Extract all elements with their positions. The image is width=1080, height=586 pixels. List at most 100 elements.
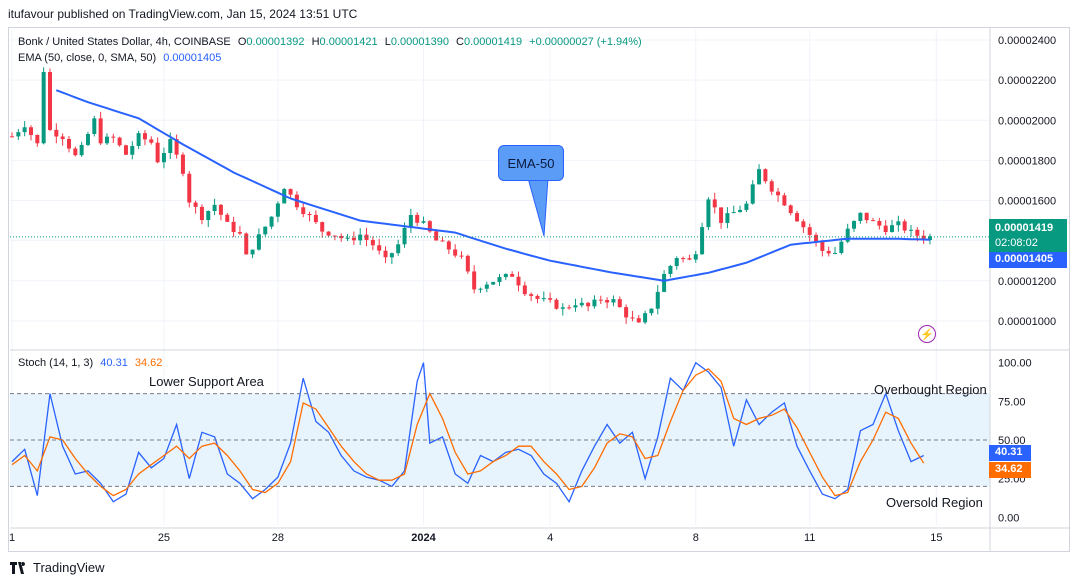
candle-body	[415, 214, 420, 223]
candle-body	[130, 145, 135, 155]
candle-body	[763, 169, 768, 182]
legend-o-label: O	[237, 36, 247, 48]
candle-body	[852, 221, 857, 229]
candle-body	[630, 317, 635, 319]
candle-body	[326, 231, 331, 236]
candle-body	[111, 136, 116, 138]
stoch-tick-label: 100.00	[998, 358, 1032, 370]
publish-info: itufavour published on TradingView.com, …	[8, 7, 358, 21]
price-tick-label: 0.00002200	[998, 75, 1056, 87]
candle-body	[453, 249, 458, 256]
brand-name: TradingView	[33, 560, 105, 575]
candle-body	[402, 227, 407, 245]
candle-body	[263, 226, 268, 235]
candle-body	[877, 221, 882, 226]
legend-c-value: 0.00001419	[463, 36, 523, 48]
candle-body	[117, 137, 122, 146]
candle-body	[332, 235, 337, 237]
candle-body	[320, 222, 325, 232]
candle-body	[35, 134, 40, 144]
candle-body	[915, 229, 920, 236]
candle-body	[92, 118, 97, 135]
last-price-badge: 0.00001419 02:08:02	[989, 219, 1067, 253]
candle-body	[364, 234, 369, 240]
candle-body	[909, 229, 914, 231]
candle-body	[231, 221, 236, 233]
candle-body	[807, 227, 812, 235]
candle-body	[237, 232, 242, 234]
candle-body	[522, 285, 527, 295]
candle-body	[180, 154, 185, 174]
candle-body	[700, 227, 705, 255]
candle-body	[421, 221, 426, 223]
candle-body	[168, 139, 173, 153]
candle-body	[921, 235, 926, 240]
overbought-label: Overbought Region	[874, 382, 987, 397]
candle-body	[883, 225, 888, 233]
brand[interactable]: TradingView	[10, 560, 105, 575]
candle-body	[98, 118, 103, 144]
price-tick-label: 0.00001200	[998, 276, 1056, 288]
time-tick-label: 11	[804, 532, 815, 544]
stoch-k-line	[11, 361, 924, 504]
price-legend: Bonk / United States Dollar, 4h, COINBAS…	[18, 36, 642, 48]
candle-body	[54, 129, 59, 137]
lightning-icon[interactable]: ⚡	[918, 325, 936, 343]
stoch-legend-d: 34.62	[134, 357, 163, 369]
candle-body	[288, 189, 293, 195]
candle-body	[497, 277, 502, 282]
candle-body	[440, 240, 445, 242]
candle-body	[579, 302, 584, 306]
countdown-value: 02:08:02	[995, 237, 1038, 249]
candle-body	[60, 136, 65, 140]
candle-body	[516, 276, 521, 286]
legend-symbol: Bonk / United States Dollar, 4h, COINBAS…	[18, 36, 231, 48]
candle-body	[149, 139, 154, 143]
candle-body	[554, 299, 559, 309]
candle-body	[731, 212, 736, 214]
candle-body	[174, 139, 179, 155]
candle-body	[687, 258, 692, 260]
candle-body	[358, 234, 363, 241]
candle-body	[459, 255, 464, 257]
tradingview-logo-icon	[10, 561, 28, 574]
candle-body	[535, 295, 540, 299]
ema-legend: EMA (50, close, 0, SMA, 50) 0.00001405	[18, 52, 221, 64]
candle-body	[820, 241, 825, 251]
candle-body	[218, 204, 223, 215]
candle-body	[85, 134, 90, 145]
candle-body	[624, 307, 629, 318]
candle-body	[465, 255, 470, 272]
candle-body	[269, 216, 274, 227]
candle-body	[377, 245, 382, 251]
chart-frame	[8, 27, 1070, 552]
legend-change: +0.00000027 (+1.94%)	[529, 36, 642, 48]
candle-body	[510, 273, 515, 277]
candle-body	[155, 142, 160, 163]
stoch-tick-label: 50.00	[998, 435, 1026, 447]
candle-body	[839, 241, 844, 253]
candle-body	[858, 212, 863, 222]
stoch-legend: Stoch (14, 1, 3) 40.31 34.62	[18, 357, 162, 369]
candle-body	[738, 209, 743, 213]
candle-body	[567, 307, 572, 309]
candle-body	[896, 221, 901, 226]
candle-body	[902, 221, 907, 231]
candle-body	[123, 145, 128, 155]
ema-line	[55, 89, 931, 282]
candle-body	[28, 127, 33, 135]
candle-body	[744, 203, 749, 210]
candle-body	[212, 204, 217, 211]
stoch-legend-k: 40.31	[100, 357, 128, 369]
ema-callout: EMA-50	[498, 145, 564, 181]
candle-body	[187, 173, 192, 203]
candle-body	[244, 233, 249, 255]
candle-body	[313, 214, 318, 223]
candle-body	[788, 205, 793, 214]
candle-body	[66, 139, 71, 149]
candle-body	[104, 136, 109, 144]
candle-body	[725, 213, 730, 223]
candle-body	[693, 254, 698, 260]
ema-callout-pointer	[527, 177, 549, 237]
